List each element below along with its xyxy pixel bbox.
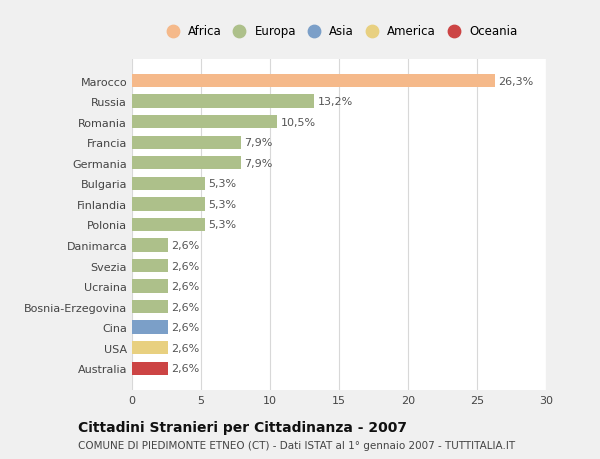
Text: 2,6%: 2,6% [172,364,200,374]
Text: Cittadini Stranieri per Cittadinanza - 2007: Cittadini Stranieri per Cittadinanza - 2… [78,420,407,434]
Text: 2,6%: 2,6% [172,261,200,271]
Text: 2,6%: 2,6% [172,323,200,332]
Bar [132,157,241,170]
Bar [132,136,241,150]
Bar [132,177,205,190]
Text: 2,6%: 2,6% [172,343,200,353]
Text: 2,6%: 2,6% [172,281,200,291]
Text: 5,3%: 5,3% [209,199,237,209]
Bar [132,75,495,88]
Text: 2,6%: 2,6% [172,241,200,251]
Text: COMUNE DI PIEDIMONTE ETNEO (CT) - Dati ISTAT al 1° gennaio 2007 - TUTTITALIA.IT: COMUNE DI PIEDIMONTE ETNEO (CT) - Dati I… [78,440,515,450]
Text: 26,3%: 26,3% [499,76,533,86]
Text: 13,2%: 13,2% [317,97,353,107]
Text: 5,3%: 5,3% [209,220,237,230]
Bar [132,280,168,293]
Text: 7,9%: 7,9% [244,138,273,148]
Bar [132,300,168,313]
Text: 2,6%: 2,6% [172,302,200,312]
Text: 5,3%: 5,3% [209,179,237,189]
Bar [132,259,168,273]
Bar [132,341,168,355]
Bar [132,362,168,375]
Bar [132,116,277,129]
Bar [132,239,168,252]
Bar [132,321,168,334]
Bar [132,218,205,232]
Legend: Africa, Europa, Asia, America, Oceania: Africa, Europa, Asia, America, Oceania [158,22,520,40]
Text: 10,5%: 10,5% [280,118,316,127]
Bar [132,198,205,211]
Bar [132,95,314,108]
Text: 7,9%: 7,9% [244,158,273,168]
